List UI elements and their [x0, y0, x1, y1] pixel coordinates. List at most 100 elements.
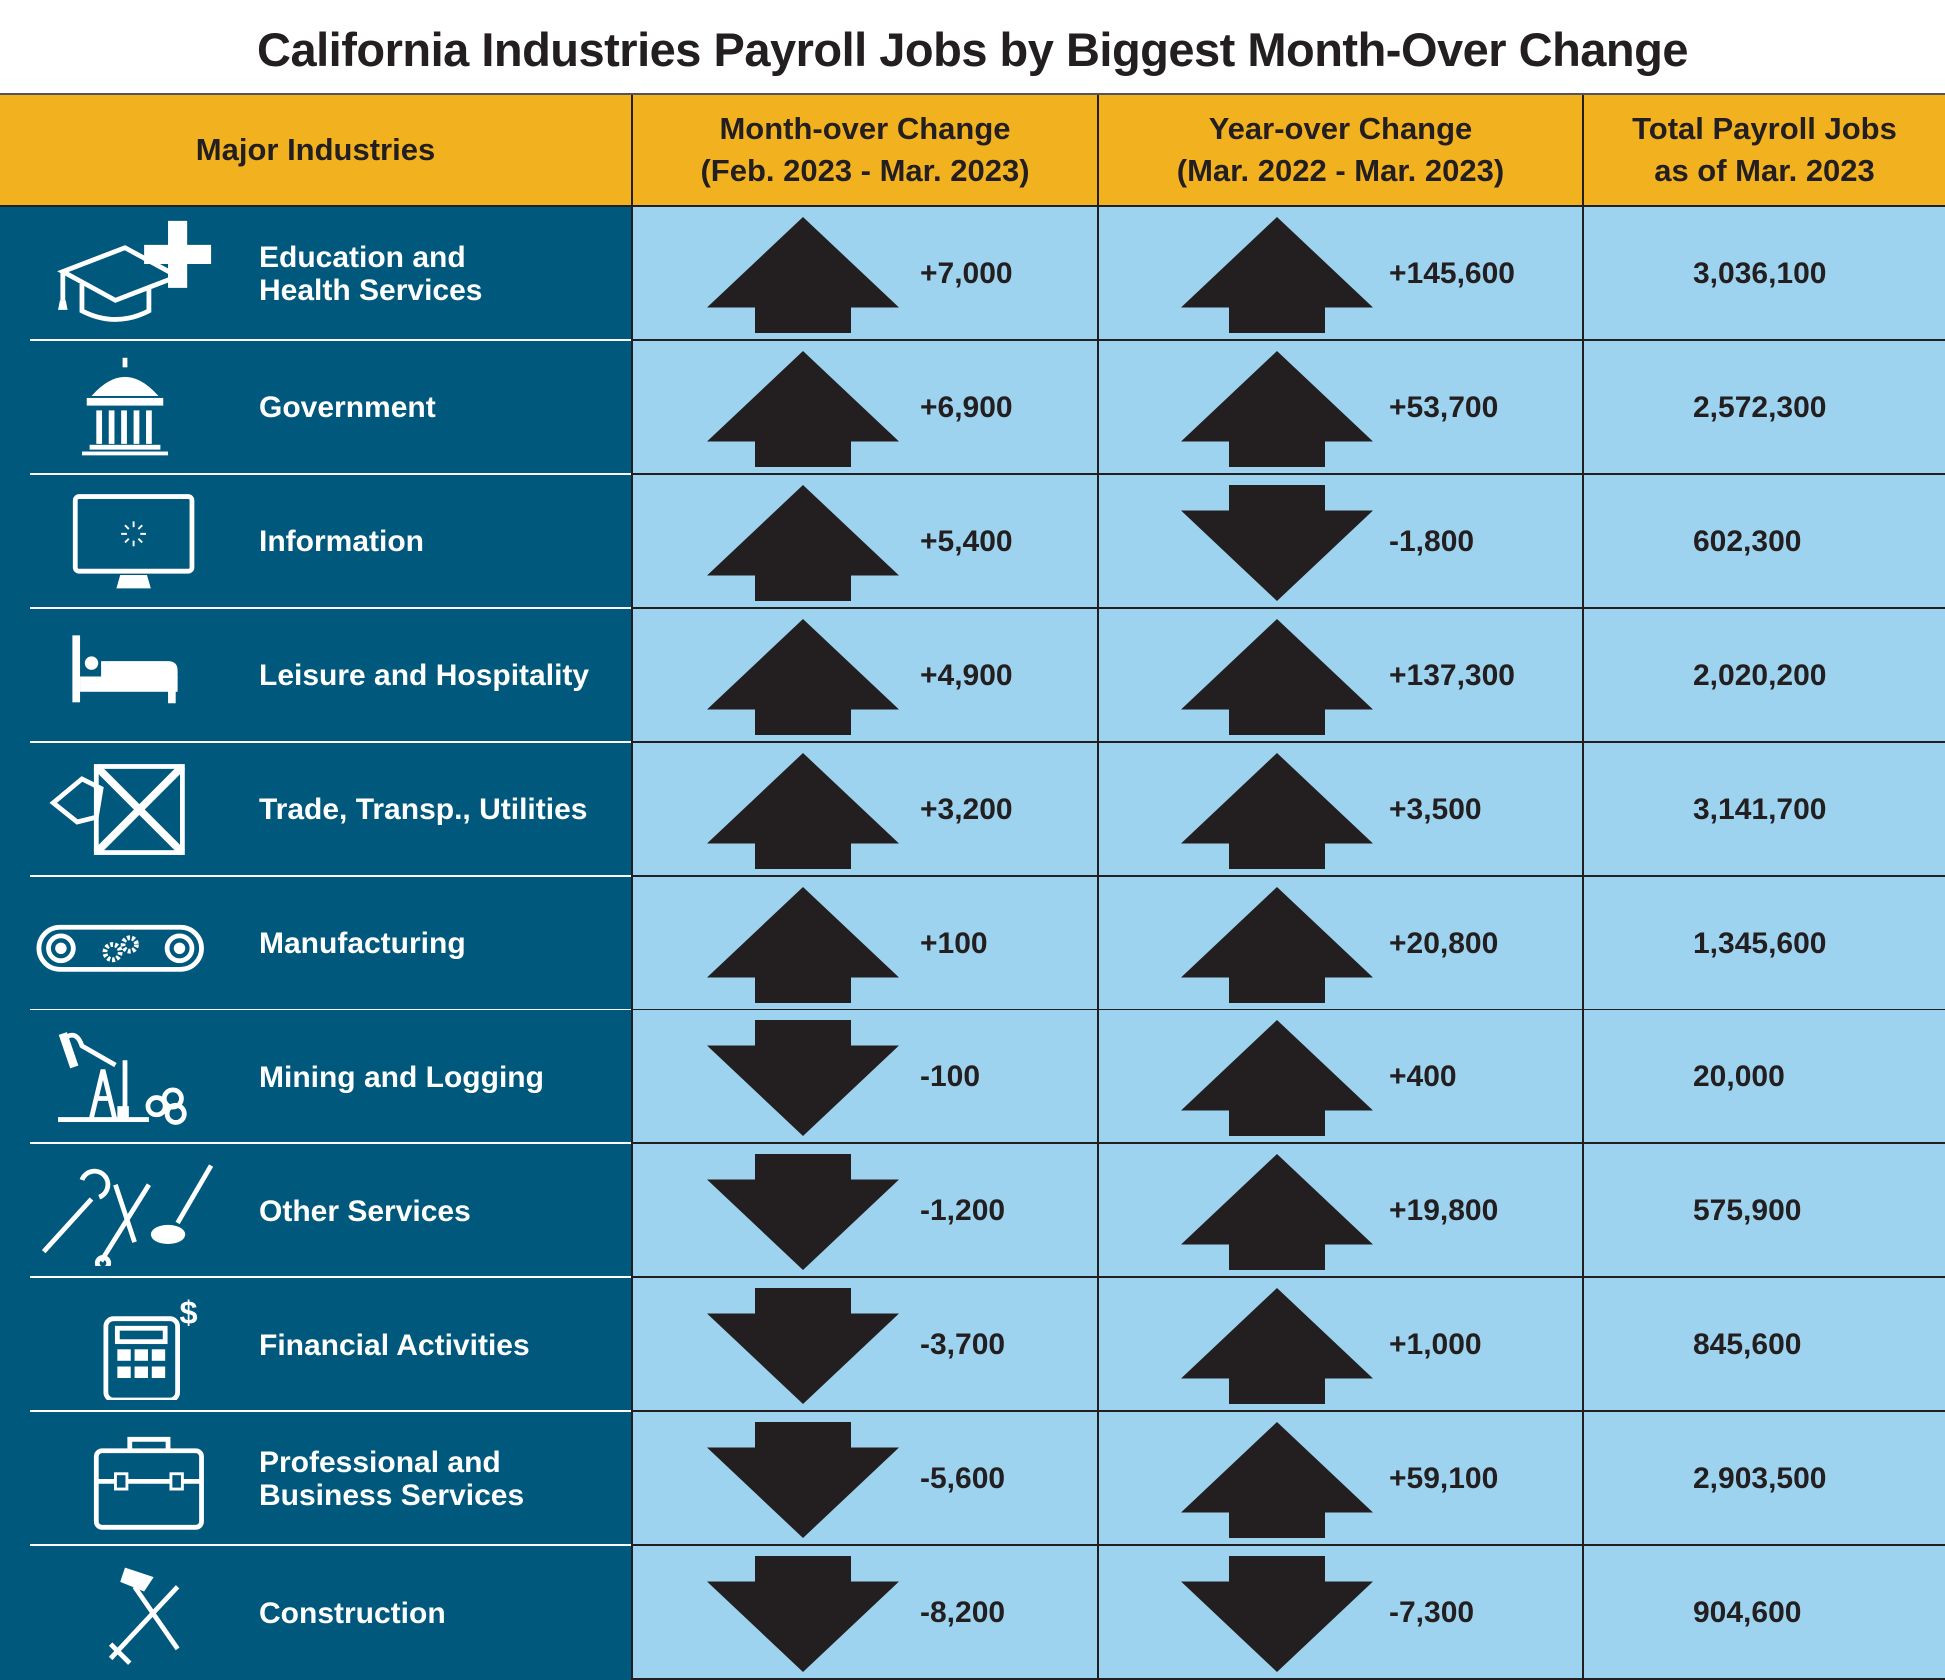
- industry-cell: Construction: [0, 1546, 633, 1680]
- industry-cell: Mining and Logging: [0, 1010, 633, 1145]
- year-over-cell: +1,000: [1099, 1278, 1584, 1413]
- industry-name: Financial Activities: [259, 1328, 530, 1362]
- total-cell: 602,300: [1584, 474, 1945, 609]
- industry-name: Information: [259, 525, 424, 559]
- table-row: Government +6,900 +53,700 2,572,300: [0, 340, 1945, 475]
- computer-monitor-icon: [72, 493, 195, 589]
- month-over-value: -1,200: [920, 1194, 1006, 1228]
- year-over-value: +400: [1389, 1060, 1457, 1094]
- arrow-up-icon: [707, 886, 899, 1003]
- total-cell: 2,572,300: [1584, 340, 1945, 475]
- month-over-cell: +5,400: [633, 474, 1099, 609]
- month-over-cell: -1,200: [633, 1144, 1099, 1279]
- month-over-value: +6,900: [920, 390, 1013, 424]
- table-row: Manufacturing +100 +20,800 1,345,600: [0, 876, 1945, 1011]
- header-year-over-change: Year-over Change (Mar. 2022 - Mar. 2023): [1099, 95, 1584, 207]
- month-over-value: +7,000: [920, 257, 1013, 290]
- total-payroll-value: 602,300: [1693, 524, 1802, 558]
- table-row: Other Services -1,200 +19,800 575,900: [0, 1144, 1945, 1279]
- table-row: Professional and Business Services -5,60…: [0, 1412, 1945, 1547]
- month-over-value: +5,400: [920, 524, 1013, 558]
- year-over-value: +20,800: [1389, 926, 1499, 960]
- industry-cell: Leisure and Hospitality: [0, 608, 633, 743]
- year-over-value: +1,000: [1389, 1328, 1482, 1362]
- page-title: California Industries Payroll Jobs by Bi…: [257, 23, 1688, 76]
- table-row: Trade, Transp., Utilities +3,200 +3,500 …: [0, 742, 1945, 877]
- month-over-cell: +7,000: [633, 207, 1099, 341]
- industry-name: Government: [259, 391, 436, 425]
- month-over-value: +4,900: [920, 658, 1013, 692]
- month-over-value: -5,600: [920, 1462, 1006, 1496]
- arrow-up-icon: [1181, 1020, 1373, 1137]
- total-cell: 845,600: [1584, 1278, 1945, 1413]
- industry-cell: Trade, Transp., Utilities: [0, 742, 633, 877]
- year-over-value: +137,300: [1389, 658, 1515, 692]
- industry-cell: $ Financial Activities: [0, 1278, 633, 1413]
- total-payroll-value: 2,572,300: [1693, 390, 1827, 424]
- row-divider: [30, 339, 631, 341]
- header-major-industries: Major Industries: [0, 95, 633, 207]
- year-over-value: +53,700: [1389, 390, 1499, 424]
- industry-name: Education and Health Services: [259, 241, 483, 307]
- wrench-scissors-brush-icon: [41, 1164, 214, 1267]
- year-over-cell: +3,500: [1099, 742, 1584, 877]
- year-over-cell: -1,800: [1099, 474, 1584, 609]
- year-over-value: +3,500: [1389, 792, 1482, 826]
- total-cell: 2,903,500: [1584, 1412, 1945, 1547]
- total-payroll-value: 20,000: [1693, 1060, 1785, 1094]
- month-over-value: -3,700: [920, 1328, 1006, 1362]
- arrow-down-icon: [707, 1288, 899, 1405]
- row-divider: [30, 1410, 631, 1413]
- arrow-up-icon: [1181, 217, 1373, 333]
- month-over-value: -100: [920, 1060, 981, 1094]
- arrow-up-icon: [1181, 752, 1373, 869]
- row-divider: [30, 874, 631, 877]
- month-over-cell: -3,700: [633, 1278, 1099, 1413]
- svg-text:$: $: [180, 1295, 198, 1331]
- total-cell: 575,900: [1584, 1144, 1945, 1279]
- arrow-up-icon: [707, 752, 899, 869]
- arrow-down-icon: [707, 1556, 899, 1672]
- month-over-value: -8,200: [920, 1596, 1006, 1629]
- year-over-value: -7,300: [1389, 1596, 1475, 1629]
- month-over-cell: +6,900: [633, 340, 1099, 475]
- row-divider: [30, 1276, 631, 1279]
- table-row: Mining and Logging -100 +400 20,000: [0, 1010, 1945, 1145]
- industry-cell: Manufacturing: [0, 876, 633, 1011]
- arrow-up-icon: [1181, 1422, 1373, 1539]
- arrow-up-icon: [707, 350, 899, 467]
- row-divider: [30, 1142, 631, 1145]
- oil-pump-logs-icon: [58, 1032, 187, 1126]
- industry-name: Mining and Logging: [259, 1060, 544, 1094]
- month-over-cell: +3,200: [633, 742, 1099, 877]
- industry-name: Leisure and Hospitality: [259, 659, 590, 693]
- row-divider: [30, 472, 631, 475]
- calculator-dollar-icon: $: [103, 1295, 198, 1401]
- total-cell: 3,036,100: [1584, 207, 1945, 341]
- row-divider: [30, 1008, 631, 1011]
- header-month-over-change: Month-over Change (Feb. 2023 - Mar. 2023…: [633, 95, 1099, 207]
- arrow-down-icon: [1181, 1556, 1373, 1672]
- total-payroll-value: 1,345,600: [1693, 926, 1827, 960]
- total-cell: 3,141,700: [1584, 742, 1945, 877]
- arrow-up-icon: [707, 484, 899, 601]
- arrow-up-icon: [707, 217, 899, 333]
- industry-name: Construction: [259, 1596, 446, 1630]
- industry-cell: Other Services: [0, 1144, 633, 1279]
- jobs-table: Major Industries Month-over Change (Feb.…: [0, 93, 1945, 1680]
- industry-name: Manufacturing: [259, 927, 466, 960]
- month-over-cell: -5,600: [633, 1412, 1099, 1547]
- month-over-cell: +100: [633, 876, 1099, 1011]
- arrow-up-icon: [707, 618, 899, 735]
- total-payroll-value: 575,900: [1693, 1194, 1802, 1228]
- year-over-value: +145,600: [1389, 257, 1515, 290]
- total-payroll-value: 3,036,100: [1693, 257, 1827, 290]
- total-payroll-value: 2,020,200: [1693, 658, 1827, 692]
- row-divider: [30, 1544, 631, 1547]
- year-over-cell: +59,100: [1099, 1412, 1584, 1547]
- conveyor-belt-gears-icon: [36, 924, 204, 972]
- briefcase-toolbox-icon: [93, 1437, 204, 1530]
- table-row: Information +5,400 -1,800 602,300: [0, 474, 1945, 609]
- year-over-value: -1,800: [1389, 524, 1475, 558]
- industry-name: Trade, Transp., Utilities: [259, 793, 588, 827]
